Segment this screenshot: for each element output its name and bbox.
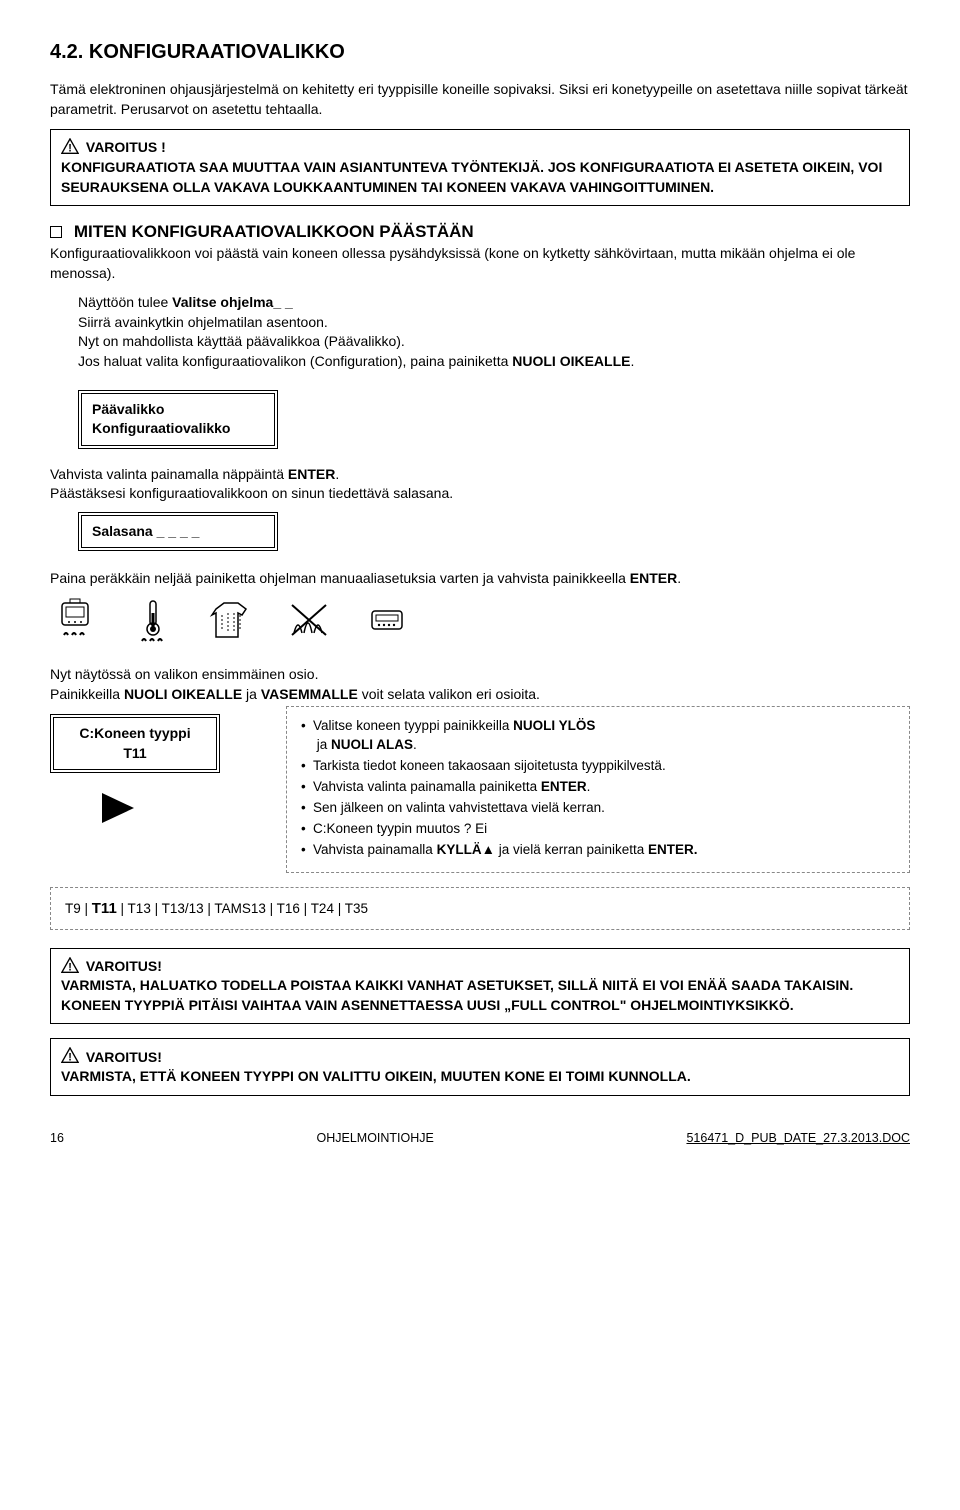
display-wrapper: Salasana _ _ _ _ [78,504,910,560]
list-item: Sen jälkeen on valinta vahvistettava vie… [301,799,895,818]
text-bold: ENTER. [648,842,698,857]
steps-block: Näyttöön tulee Valitse ohjelma_ _ Siirrä… [78,293,910,371]
text: . [335,466,339,482]
display-box-machine-type: C:Koneen tyyppi T11 [50,714,220,773]
text: Vahvista painamalla [313,842,437,857]
text: Valitse koneen tyyppi painikkeilla [313,718,513,733]
sub-heading: MITEN KONFIGURAATIOVALIKKOON PÄÄSTÄÄN [74,222,474,241]
list-item: Tarkista tiedot koneen takaosaan sijoite… [301,757,895,776]
page-number: 16 [50,1130,64,1148]
seq-line: Paina peräkkäin neljää painiketta ohjelm… [50,569,910,589]
warning-icon: ! [61,138,79,154]
step-text: . [631,353,635,369]
display-line: Salasana _ _ _ _ [92,522,264,542]
text-bold: ENTER [541,779,587,794]
footer-right: 516471_D_PUB_DATE_27.3.2013.DOC [686,1130,910,1148]
confirm-line: Vahvista valinta painamalla näppäintä EN… [50,465,910,485]
svg-text:!: ! [68,961,72,973]
subsection: MITEN KONFIGURAATIOVALIKKOON PÄÄSTÄÄN Ko… [50,220,910,283]
step-text: Jos haluat valita konfiguraatiovalikon (… [78,353,512,369]
text: Vahvista valinta painamalla painiketta [313,779,541,794]
warning-body: KONFIGURAATIOTA SAA MUUTTAA VAIN ASIANTU… [61,158,899,197]
text: ▲ ja vielä kerran painiketta [482,842,648,857]
display-line: C:Koneen tyyppi [64,724,206,744]
warning-title: VAROITUS! [86,1048,162,1068]
checkbox-bullet-icon [50,226,62,238]
step-bold: Valitse ohjelma_ _ [172,294,293,310]
text: T9 | [65,901,92,916]
control-unit-icon [362,595,412,651]
text: Paina peräkkäin neljää painiketta ohjelm… [50,570,630,586]
two-column: C:Koneen tyyppi T11 Valitse koneen tyypp… [50,706,910,872]
display-wrapper: Päävalikko Konfiguraatiovalikko [78,382,910,457]
shirt-moisture-icon [206,595,256,651]
list-item: Vahvista painamalla KYLLÄ▲ ja vielä kerr… [301,841,895,860]
step-text: Näyttöön tulee [78,294,172,310]
warning-icon: ! [61,1047,79,1063]
left-column: C:Koneen tyyppi T11 [50,706,250,831]
step-bold: NUOLI OIKEALLE [512,353,630,369]
nav-line2: Painikkeilla NUOLI OIKEALLE ja VASEMMALL… [50,685,910,705]
display-box-password: Salasana _ _ _ _ [78,512,278,552]
warning-title: VAROITUS ! [86,138,166,158]
text: . [677,570,681,586]
display-line: Konfiguraatiovalikko [92,419,264,439]
text-bold: VASEMMALLE [261,686,358,702]
text: | T13 | T13/13 | TAMS13 | T16 | T24 | T3… [117,901,368,916]
footer: 16 OHJELMOINTIOHJE 516471_D_PUB_DATE_27.… [50,1130,910,1148]
text-bold: NUOLI OIKEALLE [124,686,242,702]
right-column-instructions: Valitse koneen tyyppi painikkeilla NUOLI… [286,706,910,872]
pw-line: Päästäksesi konfiguraatiovalikkoon on si… [50,484,910,504]
text: ja [242,686,261,702]
text: ja [317,737,331,752]
warning-box-3: ! VAROITUS! VARMISTA, ETTÄ KONEEN TYYPPI… [50,1038,910,1095]
text: Painikkeilla [50,686,124,702]
text: voit selata valikon eri osioita. [358,686,540,702]
icon-row [50,595,910,651]
no-wrinkle-icon [284,595,334,651]
sub-intro: Konfiguraatiovalikkoon voi päästä vain k… [50,244,910,283]
text-bold: ENTER [288,466,335,482]
text-bold: NUOLI YLÖS [513,718,595,733]
warning-box-1: ! VAROITUS ! KONFIGURAATIOTA SAA MUUTTAA… [50,129,910,206]
warning-body: VARMISTA, HALUATKO TODELLA POISTAA KAIKK… [61,976,899,1015]
timer-icon [50,595,100,651]
step-text: Siirrä avainkytkin ohjelmatilan asentoon… [78,313,910,333]
warning-icon: ! [61,957,79,973]
text: Vahvista valinta painamalla näppäintä [50,466,288,482]
thermometer-icon [128,595,178,651]
nav-line1: Nyt näytössä on valikon ensimmäinen osio… [50,665,910,685]
display-box-main-menu: Päävalikko Konfiguraatiovalikko [78,390,278,449]
step-text: Nyt on mahdollista käyttää päävalikkoa (… [78,332,910,352]
text: . [587,779,591,794]
list-item: C:Koneen tyypin muutos ? Ei [301,820,895,839]
list-item: Valitse koneen tyyppi painikkeilla NUOLI… [301,717,895,755]
play-triangle-icon [98,791,250,831]
warning-title: VAROITUS! [86,957,162,977]
models-box: T9 | T11 | T13 | T13/13 | TAMS13 | T16 |… [50,887,910,930]
display-line: T11 [64,744,206,764]
text-bold: KYLLÄ [437,842,482,857]
text: . [413,737,417,752]
section-heading: 4.2. KONFIGURAATIOVALIKKO [50,38,910,66]
intro-text: Tämä elektroninen ohjausjärjestelmä on k… [50,80,910,119]
text-bold: T11 [92,900,117,917]
svg-text:!: ! [68,143,72,155]
warning-body: VARMISTA, ETTÄ KONEEN TYYPPI ON VALITTU … [61,1067,899,1087]
text-bold: NUOLI ALAS [331,737,413,752]
warning-box-2: ! VAROITUS! VARMISTA, HALUATKO TODELLA P… [50,948,910,1025]
svg-text:!: ! [68,1052,72,1064]
footer-center: OHJELMOINTIOHJE [317,1130,434,1148]
display-line: Päävalikko [92,400,264,420]
text-bold: ENTER [630,570,677,586]
list-item: Vahvista valinta painamalla painiketta E… [301,778,895,797]
